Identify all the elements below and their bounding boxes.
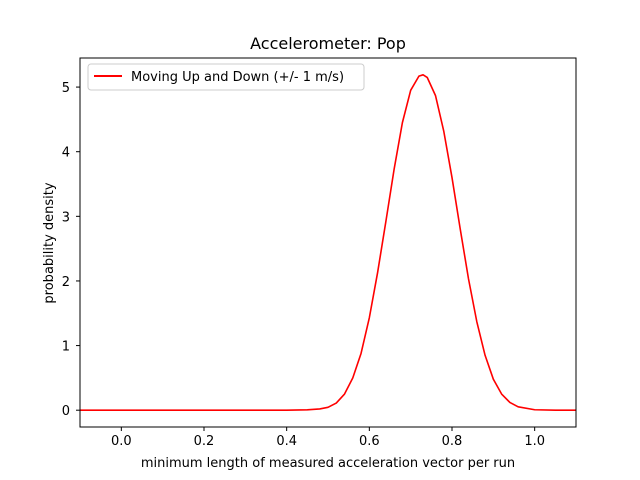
legend-label: Moving Up and Down (+/- 1 m/s) [131,70,344,85]
y-tick-label: 2 [62,275,70,290]
x-tick-label: 0.4 [276,434,297,449]
legend: Moving Up and Down (+/- 1 m/s) [87,63,365,91]
series-line-0 [80,74,577,411]
axes-frame [79,57,577,428]
y-axis: 0 1 2 3 4 5 [62,81,80,419]
y-tick-label: 5 [62,81,70,96]
x-axis: 0.0 0.2 0.4 0.6 0.8 1.0 [111,427,545,449]
plot-area [79,57,577,428]
y-axis-label: probability density [42,182,57,303]
x-axis-label: minimum length of measured acceleration … [141,456,515,471]
chart-title: Accelerometer: Pop [250,34,406,53]
x-tick-label: 0.2 [194,434,215,449]
x-tick-label: 0.8 [442,434,463,449]
x-tick-label: 0.0 [111,434,132,449]
y-tick-label: 1 [62,340,70,355]
y-tick-label: 0 [62,404,70,419]
y-tick-label: 4 [62,146,70,161]
x-tick-label: 0.6 [359,434,380,449]
legend-frame [87,63,365,91]
x-tick-label: 1.0 [524,434,545,449]
y-tick-label: 3 [62,210,70,225]
